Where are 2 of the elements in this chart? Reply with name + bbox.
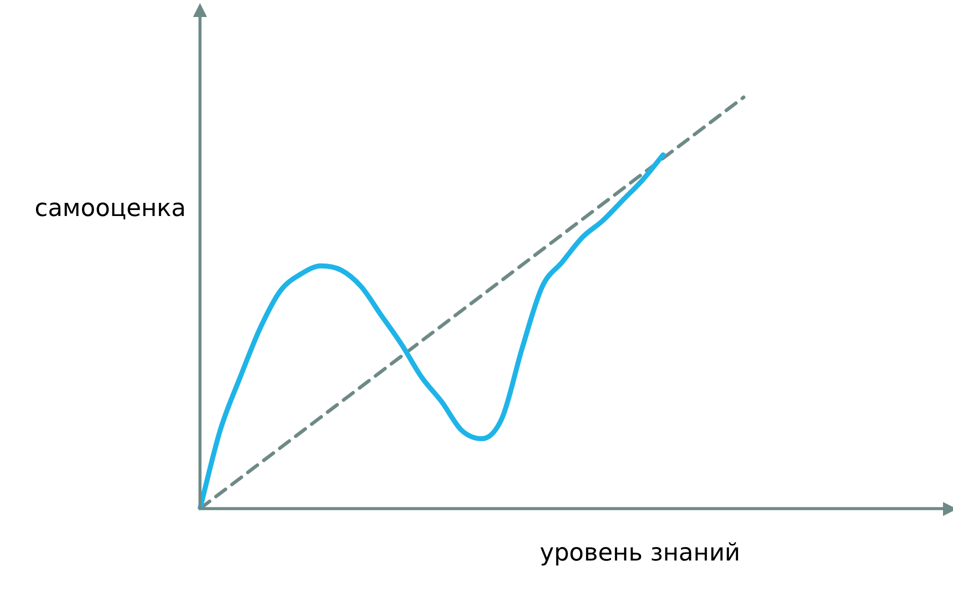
y-axis-title: самооценка: [34, 194, 186, 222]
x-axis-title: уровень знаний: [540, 538, 740, 567]
